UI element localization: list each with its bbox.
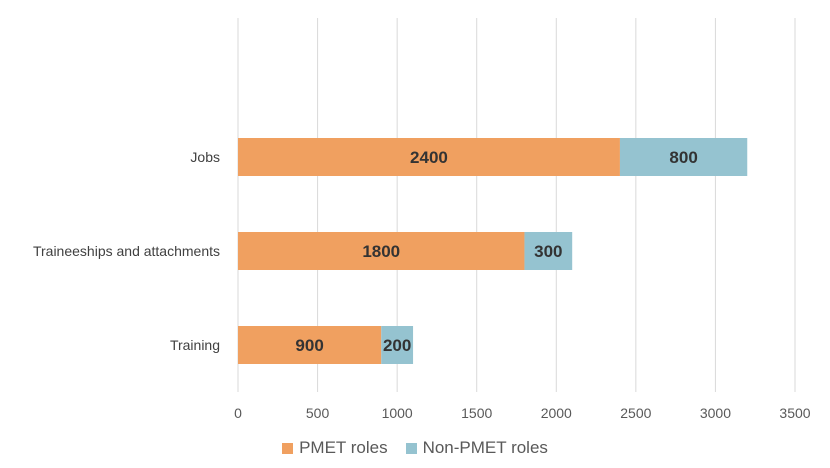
legend-label-0: PMET roles [299, 438, 388, 457]
bar-1-0 [238, 232, 525, 270]
data-label-0-1: 800 [669, 148, 697, 167]
legend-swatch-0 [282, 442, 294, 454]
bar-2-1 [381, 326, 414, 364]
data-label-1-0: 1800 [362, 242, 400, 261]
category-labels: Jobs Traineeships and attachments Training [33, 149, 220, 353]
x-tick-label-0: 0 [234, 405, 242, 421]
data-label-2-0: 900 [295, 336, 323, 355]
x-axis-ticks: 0 500 1000 1500 2000 2500 3000 3500 [234, 405, 811, 421]
legend: PMET roles Non-PMET roles [0, 438, 830, 458]
legend-label-1: Non-PMET roles [422, 438, 548, 457]
chart: 2400 800 1800 300 900 200 Jobs Traineeships an… [33, 18, 811, 421]
category-label-0: Jobs [190, 149, 220, 165]
legend-item-1: Non-PMET roles [405, 438, 548, 458]
bar-0-0 [238, 138, 620, 176]
x-tick-label-1: 500 [306, 405, 330, 421]
x-tick-label-7: 3500 [779, 405, 810, 421]
legend-swatch-1 [405, 442, 417, 454]
data-label-2-1: 200 [383, 336, 411, 355]
data-label-0-0: 2400 [410, 148, 448, 167]
data-label-1-1: 300 [534, 242, 562, 261]
bar-1-1 [524, 232, 573, 270]
x-tick-label-3: 1500 [461, 405, 492, 421]
bars: 2400 800 1800 300 900 200 [238, 138, 748, 364]
x-tick-label-2: 1000 [382, 405, 413, 421]
bar-2-0 [238, 326, 382, 364]
x-tick-label-6: 3000 [700, 405, 731, 421]
legend-item-0: PMET roles [282, 438, 388, 458]
gridlines [237, 18, 796, 392]
x-tick-label-4: 2000 [541, 405, 572, 421]
bar-0-1 [619, 138, 748, 176]
category-label-1: Traineeships and attachments [33, 243, 220, 259]
x-tick-label-5: 2500 [620, 405, 651, 421]
category-label-2: Training [170, 337, 220, 353]
